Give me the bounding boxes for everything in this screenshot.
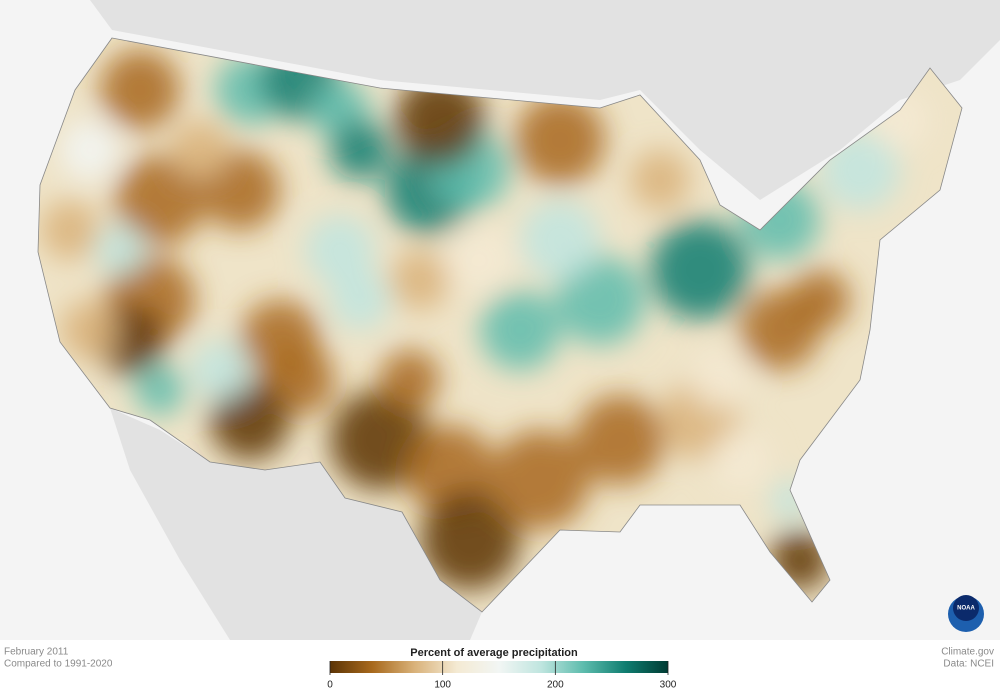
- precip-blob: [305, 215, 375, 285]
- precip-blob: [95, 225, 145, 275]
- precip-blob: [575, 395, 665, 485]
- precip-blob: [390, 250, 450, 310]
- precip-blob: [395, 75, 485, 165]
- legend-title: Percent of average precipitation: [410, 647, 578, 659]
- baseline-label: Compared to 1991-2020: [4, 659, 113, 670]
- data-credit: Data: NCEI: [943, 659, 994, 670]
- noaa-logo: NOAA: [948, 595, 984, 632]
- tick-label: 300: [660, 680, 677, 690]
- precip-blob: [330, 390, 430, 490]
- tick-label: 0: [327, 680, 333, 690]
- precip-blob: [630, 150, 690, 210]
- precip-blob: [170, 120, 230, 180]
- precip-blob: [100, 50, 180, 130]
- precip-blob: [650, 220, 750, 320]
- precip-blob: [60, 120, 120, 180]
- precip-blob: [480, 290, 560, 370]
- precip-blob: [330, 120, 390, 180]
- precip-blob: [790, 270, 850, 330]
- precip-blob: [330, 270, 390, 330]
- source-label: Climate.gov: [941, 647, 994, 658]
- precip-blob: [135, 365, 185, 415]
- precip-blob: [515, 95, 605, 185]
- logo-text: NOAA: [957, 606, 975, 612]
- tick-label: 100: [434, 680, 451, 690]
- precip-blob: [60, 300, 120, 360]
- precip-blob: [115, 155, 205, 245]
- precip-blob: [380, 350, 440, 410]
- colorbar: [330, 661, 668, 673]
- precip-blob: [710, 430, 770, 490]
- precip-blob: [420, 490, 520, 590]
- date-label: February 2011: [4, 647, 69, 658]
- tick-label: 200: [547, 680, 564, 690]
- precip-blob: [490, 430, 590, 530]
- canada: [60, 0, 1000, 200]
- precip-blob: [210, 380, 290, 460]
- colorbar-ticks: 0 100 200 300: [327, 661, 677, 690]
- precip-blob: [445, 225, 515, 295]
- mexico: [110, 408, 482, 640]
- precip-blobs: [40, 40, 930, 590]
- precip-blob: [190, 340, 250, 400]
- precip-blob: [520, 200, 600, 280]
- precip-blob: [690, 350, 750, 410]
- logo-inner: [953, 595, 979, 621]
- precip-blob: [555, 255, 645, 345]
- precip-blob: [40, 200, 100, 260]
